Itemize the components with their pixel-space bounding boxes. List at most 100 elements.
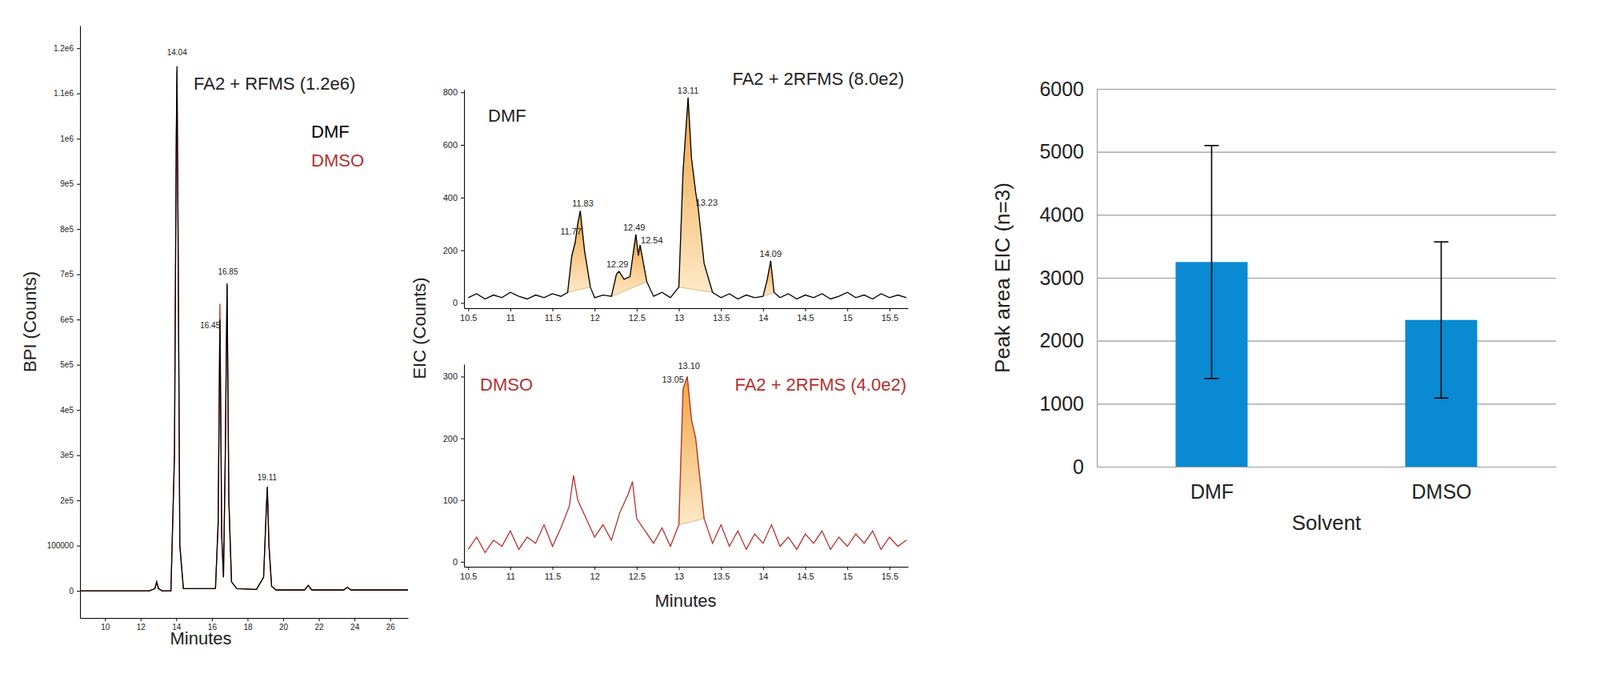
x-axis: 10.51111.51212.51313.51414.51515.5: [460, 566, 908, 581]
peak-area: [568, 210, 591, 292]
y-axis-title: BPI (Counts): [20, 271, 40, 372]
tick-label: 11.5: [544, 312, 562, 323]
tick: 11.5: [544, 566, 562, 581]
tick-mark: [636, 566, 638, 570]
series-line: [468, 376, 907, 552]
tick-mark: [212, 617, 213, 621]
peak-label: 11.77: [560, 226, 582, 236]
error-bar-cap: [1434, 396, 1449, 399]
peak-label: 12.54: [640, 235, 664, 245]
tick-mark: [1096, 88, 1556, 90]
tick-label: 8e5: [60, 224, 74, 234]
tick-label: 11.5: [544, 571, 562, 581]
tick: 4e5: [60, 405, 80, 415]
y-axis: 01000002e53e54e55e56e57e58e59e51e61.1e61…: [47, 26, 81, 619]
tick-label: 200: [443, 433, 458, 444]
tick: 22: [315, 617, 325, 632]
tick: 10.5: [460, 308, 477, 323]
tick: 100: [443, 495, 464, 505]
tick: 15: [843, 308, 853, 323]
tick: 14: [758, 566, 768, 581]
tick-label: 15.5: [881, 571, 899, 581]
x-axis: 10.51111.51212.51313.51414.51515.5: [460, 308, 908, 323]
tick: 15.5: [881, 566, 899, 581]
error-bar: [1434, 241, 1449, 398]
tick-label: 1e6: [60, 134, 74, 144]
title: FA2 + 2RFMS (8.0e2): [732, 68, 904, 89]
tick-label: 800: [443, 87, 458, 97]
error-bar: [1204, 145, 1220, 379]
tick-mark: [176, 617, 177, 621]
tick-label: 11: [506, 571, 516, 581]
tick: 18: [243, 617, 253, 632]
legend-entry: DMSO: [311, 150, 364, 171]
tick: 12: [590, 308, 600, 323]
plot-area: [468, 97, 907, 300]
tick-label: 6e5: [60, 315, 74, 324]
tick-mark: [460, 250, 464, 252]
tick-mark: [76, 319, 80, 320]
tick-label: 5000: [1039, 140, 1084, 163]
tick-mark: [763, 566, 764, 570]
tick: 13.5: [712, 308, 730, 323]
title: FA2 + RFMS (1.2e6): [193, 73, 356, 94]
tick-mark: [76, 228, 80, 230]
tick-label: 7e5: [60, 269, 74, 279]
tick-mark: [283, 617, 284, 621]
y-axis: 0100200300: [443, 364, 465, 568]
tick-label: 26: [386, 622, 396, 632]
tick: DMF: [1190, 466, 1234, 503]
tick-mark: [76, 138, 80, 140]
peak-label: 16.45: [200, 320, 220, 330]
tick-mark: [720, 566, 722, 570]
tick-mark: [1096, 466, 1556, 468]
tick-label: 15: [843, 571, 853, 581]
y-axis-title: EIC (Counts): [409, 276, 430, 379]
tick: 2e5: [60, 496, 80, 505]
tick-label: 0: [452, 556, 458, 567]
tick-label: 3000: [1039, 266, 1084, 289]
panel: 10121416182022242601000002e53e54e55e56e5…: [20, 26, 409, 649]
subtitle: DMSO: [480, 374, 533, 395]
tick-mark: [460, 144, 464, 146]
tick-label: 10: [100, 622, 111, 632]
tick: 9e5: [60, 179, 80, 188]
tick: 7e5: [60, 269, 80, 279]
tick-mark: [468, 308, 469, 312]
tick: 3e5: [60, 450, 80, 460]
tick-label: 20: [279, 622, 289, 632]
series-line: [80, 66, 408, 591]
x-axis-line: [464, 308, 909, 309]
peak-label: 13.05: [661, 374, 684, 384]
tick: 8e5: [60, 224, 80, 234]
tick-label: 14: [758, 571, 768, 581]
tick: 15.5: [881, 308, 899, 323]
tick-label: 13: [674, 571, 684, 581]
plot-area: [80, 66, 408, 591]
tick-label: 12: [590, 571, 600, 581]
tick-mark: [76, 500, 80, 501]
tick-label: 12.5: [628, 571, 646, 581]
figure: 10121416182022242601000002e53e54e55e56e5…: [0, 0, 1600, 678]
y-axis-line: [464, 364, 465, 568]
tick-mark: [510, 566, 512, 570]
tick-mark: [76, 93, 80, 95]
tick-mark: [805, 566, 807, 570]
tick-label: 11: [506, 312, 516, 323]
tick: 1.2e6: [53, 44, 80, 53]
tick-mark: [460, 197, 464, 199]
tick-label: 10.5: [460, 571, 477, 581]
x-axis-title: Solvent: [1292, 510, 1362, 535]
subtitle: DMF: [488, 105, 527, 126]
tick-mark: [1096, 340, 1556, 342]
tick: 13: [674, 566, 684, 581]
error-bar-cap: [1434, 240, 1449, 243]
tick: 11.5: [544, 308, 562, 323]
tick-label: 10.5: [460, 312, 477, 323]
tick-mark: [319, 617, 320, 621]
tick-label: 15: [843, 312, 853, 323]
tick-label: 1000: [1039, 392, 1084, 415]
tick-label: 100: [443, 495, 458, 505]
tick-mark: [1096, 403, 1556, 404]
tick-label: 0: [68, 586, 74, 596]
